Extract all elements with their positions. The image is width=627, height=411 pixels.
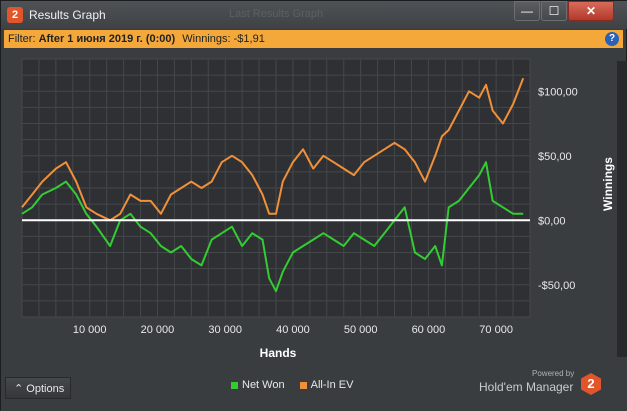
x-tick-label: 50 000 <box>344 324 378 336</box>
y-tick-label: $100,00 <box>538 86 578 98</box>
legend-label: All-In EV <box>310 379 354 391</box>
window-edge <box>617 61 627 411</box>
series-line-all-in-ev <box>21 77 525 222</box>
x-tick-label: 40 000 <box>276 324 310 336</box>
options-button[interactable]: ⌃ Options <box>5 377 71 399</box>
results-chart: -$50,00 $0,00 $50,00 $100,00 10 000 20 000 30 … <box>21 58 615 360</box>
minimize-button[interactable]: — <box>514 1 540 21</box>
legend-label: Net Won <box>242 379 285 391</box>
filter-label: Filter: <box>8 33 36 45</box>
winnings-label: Winnings: <box>182 33 231 45</box>
x-tick-label: 70 000 <box>479 324 513 336</box>
x-axis-label: Hands <box>260 346 297 357</box>
filter-bar[interactable]: Filter: After 1 июня 2019 г. (0:00) Winn… <box>4 30 623 48</box>
x-tick-label: 20 000 <box>141 324 175 336</box>
legend-item-all-in-ev: All-In EV <box>299 379 354 391</box>
product-name: Hold'em Manager <box>479 380 574 394</box>
title-bar[interactable]: 2 Results Graph Last Results Graph — ☐ ✕ <box>1 1 627 29</box>
legend-swatch <box>231 381 238 389</box>
chart-legend: Net Won All-In EV <box>231 379 365 391</box>
bottom-bar: ⌃ Options Net Won All-In EV Powered by H… <box>1 357 627 411</box>
filter-value[interactable]: After 1 июня 2019 г. (0:00) <box>38 33 176 45</box>
y-tick-label: -$50,00 <box>538 280 575 292</box>
x-tick-label: 60 000 <box>412 324 446 336</box>
maximize-button[interactable]: ☐ <box>541 1 567 21</box>
hm2-logo-icon: 2 <box>581 373 601 395</box>
series-line-net-won <box>21 161 524 293</box>
background-window-title: Last Results Graph <box>229 8 324 20</box>
legend-item-net-won: Net Won <box>231 379 285 391</box>
window-title: Results Graph <box>29 8 106 22</box>
help-icon[interactable]: ? <box>605 32 619 46</box>
y-tick-label: $50,00 <box>538 151 572 163</box>
y-axis-label: Winnings <box>601 157 615 211</box>
app-logo-icon: 2 <box>7 7 23 23</box>
x-tick-label: 30 000 <box>208 324 242 336</box>
powered-by-text: Powered by <box>532 369 575 378</box>
x-tick-label: 10 000 <box>73 324 107 336</box>
options-label: Options <box>26 383 65 395</box>
legend-swatch <box>299 381 307 389</box>
results-chart-panel: -$50,00 $0,00 $50,00 $100,00 10 000 20 000 30 … <box>4 49 617 360</box>
chevron-up-icon: ⌃ <box>14 383 24 395</box>
winnings-value: -$1,91 <box>233 33 265 45</box>
close-button[interactable]: ✕ <box>568 1 614 21</box>
y-tick-label: $0,00 <box>538 215 566 227</box>
